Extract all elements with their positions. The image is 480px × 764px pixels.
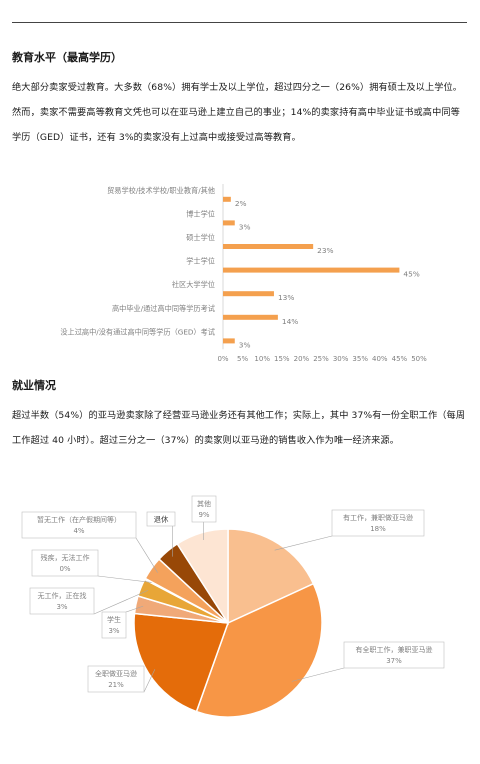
bar-x-tick-label: 50%: [411, 355, 427, 363]
pie-value-label: 18%: [370, 525, 386, 533]
bar: [223, 291, 274, 297]
bar-category-label: 博士学位: [186, 209, 215, 218]
bar-x-tick-label: 15%: [274, 355, 290, 363]
pie-label-box: [101, 611, 127, 639]
pie-category-label: 全职做亚马逊: [95, 669, 137, 678]
bar-x-tick-label: 25%: [313, 355, 329, 363]
pie-leader-line: [143, 669, 156, 693]
bar: [223, 338, 235, 344]
education-bar-chart: 0% 5% 10% 15% 20% 25% 30% 35% 40% 45% 50%贸易学校/技术学校…: [60, 184, 427, 363]
pie-value-label: 4%: [73, 527, 84, 535]
bar: [223, 220, 235, 226]
bar-data-label: 23%: [317, 246, 333, 255]
bar-x-tick-label: 10%: [254, 355, 270, 363]
bar-x-tick-label: 20%: [294, 355, 310, 363]
pie-label-box: [191, 495, 217, 523]
pie-label-box: [343, 641, 445, 669]
bar-data-label: 2%: [235, 199, 247, 208]
pie-slice: [195, 582, 323, 718]
pie-leader-line: [97, 575, 152, 583]
bar-category-label: 硕士学位: [186, 233, 215, 242]
pie-label-box: [29, 587, 95, 615]
bar-x-tick-label: 30%: [333, 355, 349, 363]
bar-category-label: 高中毕业/通过高中同等学历考试: [112, 304, 215, 313]
pie-value-label: 0%: [59, 565, 70, 573]
pie-category-label: 有工作，兼职做亚马逊: [343, 513, 413, 522]
employment-paragraph: 超过半数（54%）的亚马逊卖家除了经营亚马逊业务还有其他工作；实际上，其中 37…: [12, 410, 466, 446]
education-heading: 教育水平（最高学历）: [12, 51, 122, 64]
bar-x-tick-label: 5%: [237, 355, 248, 363]
bar-data-label: 13%: [278, 293, 294, 302]
pie-value-label: 3%: [108, 627, 119, 635]
education-paragraph: 绝大部分卖家受过教育。大多数（68%）拥有学士及以上学位，超过四分之一（26%）…: [12, 82, 463, 143]
pie-slice: [176, 528, 229, 626]
top-rule: [12, 22, 467, 23]
bar: [223, 244, 314, 249]
bar: [223, 314, 278, 320]
bar: [223, 267, 400, 273]
pie-value-label: 3%: [56, 603, 67, 611]
bar-data-label: 14%: [282, 317, 298, 326]
pie-leader-line: [291, 667, 345, 682]
pie-label-box: [21, 511, 137, 539]
bar-x-tick-label: 45%: [392, 355, 408, 363]
pie-leader-line: [93, 590, 149, 615]
pie-category-label: 有全职工作，兼职亚马逊: [356, 645, 433, 654]
bar-x-tick-label: 40%: [372, 355, 388, 363]
bar-data-label: 45%: [403, 270, 419, 279]
bar-category-label: 没上过高中/没有通过高中同等学历（GED）考试: [60, 327, 215, 336]
pie-label-box: [87, 665, 145, 693]
pie-value-label: 21%: [108, 681, 124, 689]
employment-heading: 就业情况: [12, 379, 56, 392]
pie-category-label: 学生: [107, 615, 121, 624]
pie-label-box: [331, 509, 425, 537]
pie-leader-line: [135, 537, 158, 573]
pie-value-label: 37%: [386, 657, 402, 665]
pie-slice: [133, 612, 230, 713]
bar-data-label: 3%: [239, 340, 251, 349]
pie-category-label: 其他: [197, 499, 211, 508]
pie-slice: [227, 528, 315, 625]
pie-leader-line: [274, 535, 333, 551]
pie-category-label: 暂无工作（在产假期间等）: [37, 515, 121, 524]
pie-leader-line: [125, 605, 144, 613]
pie-category-label: 无工作，正在找: [38, 591, 87, 600]
bar-category-label: 社区大学学位: [172, 280, 215, 289]
pie-category-label: 退休: [154, 515, 169, 524]
pie-value-label: 9%: [198, 511, 209, 519]
pie-label-box: [146, 511, 176, 527]
pie-category-label: 残疾，无法工作: [41, 553, 90, 562]
bar-data-label: 3%: [239, 222, 251, 231]
bar-category-label: 贸易学校/技术学校/职业教育/其他: [107, 186, 215, 195]
employment-pie-chart: 有工作，兼职做亚马逊 18% 有全职工作，兼职亚马逊 37% 全职做亚马逊 21% 学生 3%…: [21, 495, 445, 718]
pie-label-box: [31, 549, 99, 577]
bar: [223, 196, 231, 202]
bar-category-label: 学士学位: [186, 257, 215, 266]
bar-x-tick-label: 35%: [352, 355, 368, 363]
bar-x-tick-label: 0%: [217, 355, 228, 363]
